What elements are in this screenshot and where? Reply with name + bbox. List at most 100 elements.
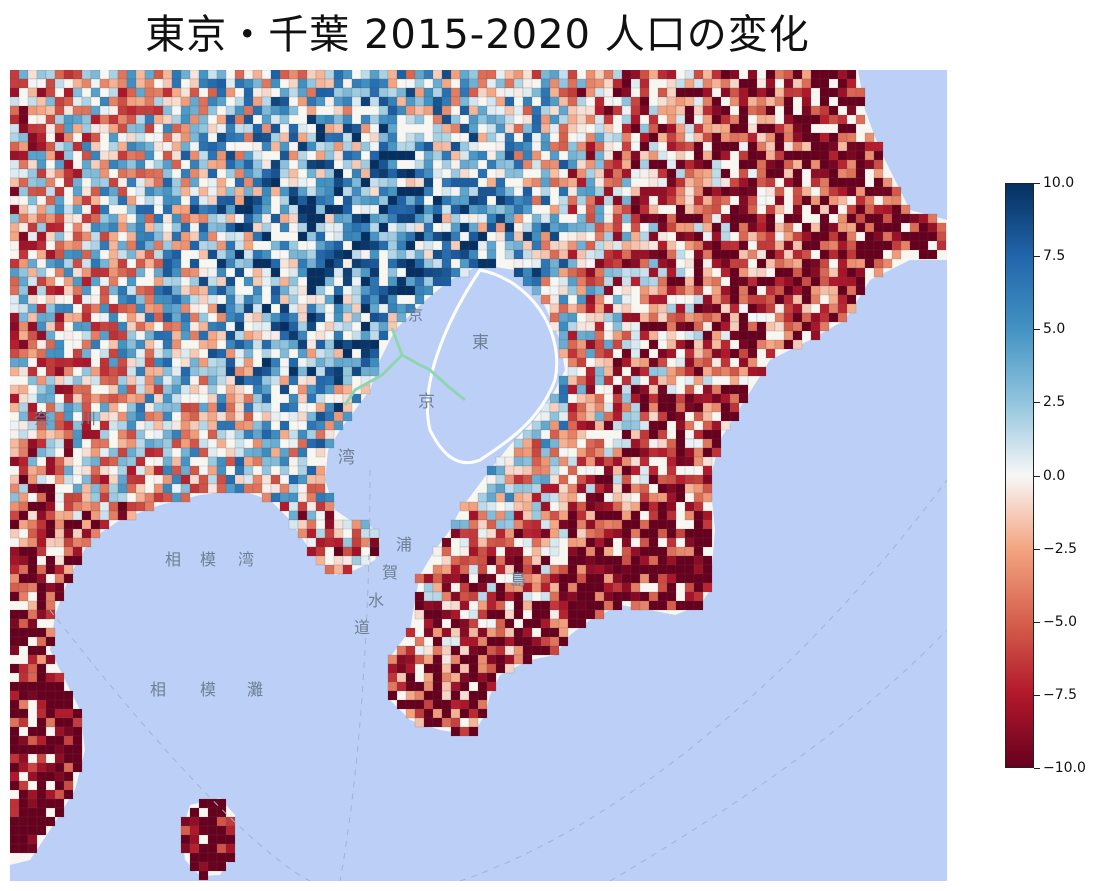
- grid-cell: [855, 276, 866, 287]
- grid-cell: [819, 186, 830, 197]
- grid-cell: [549, 78, 560, 89]
- grid-cell: [657, 177, 668, 188]
- grid-cell: [549, 312, 560, 323]
- grid-cell: [648, 465, 659, 476]
- grid-cell: [369, 294, 380, 305]
- grid-cell: [522, 501, 533, 512]
- grid-cell: [621, 105, 632, 116]
- grid-cell: [558, 411, 569, 422]
- grid-cell: [576, 618, 587, 629]
- grid-cell: [792, 177, 803, 188]
- grid-cell: [540, 519, 551, 530]
- grid-cell: [837, 249, 848, 260]
- grid-cell: [594, 591, 605, 602]
- grid-cell: [513, 105, 524, 116]
- grid-cell: [10, 339, 20, 350]
- grid-cell: [10, 456, 20, 467]
- grid-cell: [648, 537, 659, 548]
- grid-cell: [54, 402, 65, 413]
- grid-cell: [594, 150, 605, 161]
- grid-cell: [297, 303, 308, 314]
- grid-cell: [189, 465, 200, 476]
- grid-cell: [549, 582, 560, 593]
- grid-cell: [648, 438, 659, 449]
- grid-cell: [936, 231, 947, 242]
- grid-cell: [756, 240, 767, 251]
- grid-cell: [720, 195, 731, 206]
- grid-cell: [198, 132, 209, 143]
- grid-cell: [315, 546, 326, 557]
- grid-cell: [450, 600, 461, 611]
- grid-cell: [261, 474, 272, 485]
- grid-cell: [135, 114, 146, 125]
- grid-cell: [324, 366, 335, 377]
- grid-cell: [531, 438, 542, 449]
- grid-cell: [558, 78, 569, 89]
- grid-cell: [585, 492, 596, 503]
- grid-cell: [10, 627, 20, 638]
- grid-cell: [738, 105, 749, 116]
- grid-cell: [108, 501, 119, 512]
- grid-cell: [522, 483, 533, 494]
- grid-cell: [405, 222, 416, 233]
- grid-cell: [135, 303, 146, 314]
- grid-cell: [594, 447, 605, 458]
- grid-cell: [270, 366, 281, 377]
- grid-cell: [846, 231, 857, 242]
- grid-cell: [486, 483, 497, 494]
- grid-cell: [180, 150, 191, 161]
- grid-cell: [531, 195, 542, 206]
- grid-cell: [576, 303, 587, 314]
- grid-cell: [198, 213, 209, 224]
- grid-cell: [54, 681, 65, 692]
- grid-cell: [288, 204, 299, 215]
- grid-cell: [252, 429, 263, 440]
- grid-cell: [630, 420, 641, 431]
- grid-cell: [171, 366, 182, 377]
- grid-cell: [423, 177, 434, 188]
- grid-cell: [657, 582, 668, 593]
- grid-cell: [234, 150, 245, 161]
- grid-cell: [468, 177, 479, 188]
- grid-cell: [180, 429, 191, 440]
- grid-cell: [621, 204, 632, 215]
- grid-cell: [441, 582, 452, 593]
- grid-cell: [405, 186, 416, 197]
- grid-cell: [81, 105, 92, 116]
- grid-cell: [666, 474, 677, 485]
- grid-cell: [513, 528, 524, 539]
- grid-cell: [783, 78, 794, 89]
- grid-cell: [36, 564, 47, 575]
- grid-cell: [675, 474, 686, 485]
- grid-cell: [603, 366, 614, 377]
- grid-cell: [135, 366, 146, 377]
- grid-cell: [504, 105, 515, 116]
- grid-cell: [720, 402, 731, 413]
- grid-cell: [45, 762, 56, 773]
- grid-cell: [162, 150, 173, 161]
- grid-cell: [441, 564, 452, 575]
- grid-cell: [126, 420, 137, 431]
- grid-cell: [378, 132, 389, 143]
- grid-cell: [819, 222, 830, 233]
- grid-cell: [684, 339, 695, 350]
- grid-cell: [621, 348, 632, 359]
- grid-cell: [585, 159, 596, 170]
- grid-cell: [10, 546, 20, 557]
- grid-cell: [738, 177, 749, 188]
- grid-cell: [306, 501, 317, 512]
- grid-cell: [18, 564, 29, 575]
- grid-cell: [108, 141, 119, 152]
- grid-cell: [153, 123, 164, 134]
- grid-cell: [567, 582, 578, 593]
- grid-cell: [459, 663, 470, 674]
- grid-cell: [234, 186, 245, 197]
- grid-cell: [225, 384, 236, 395]
- grid-cell: [711, 249, 722, 260]
- grid-cell: [423, 186, 434, 197]
- grid-cell: [225, 303, 236, 314]
- grid-cell: [297, 483, 308, 494]
- grid-cell: [378, 141, 389, 152]
- grid-cell: [648, 474, 659, 485]
- grid-cell: [576, 402, 587, 413]
